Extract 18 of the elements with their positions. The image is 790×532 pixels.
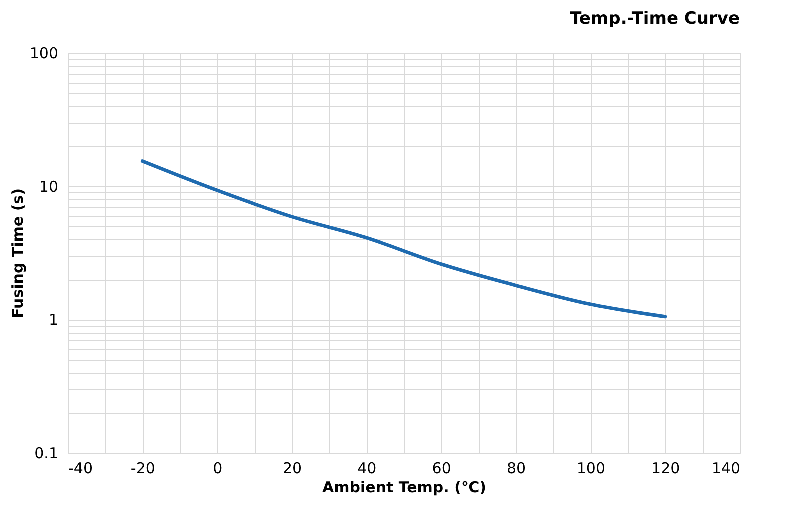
x-tick-label: 20 [282, 460, 302, 478]
y-axis-title: Fusing Time (s) [8, 188, 27, 318]
x-tick-label: 60 [432, 460, 452, 478]
x-tick-label: 80 [506, 460, 526, 478]
y-tick-label: 10 [39, 178, 58, 196]
x-tick-label: 40 [358, 460, 377, 478]
x-tick-label: -20 [130, 460, 156, 478]
y-tick-label: 1 [48, 311, 58, 330]
x-tick-label: 140 [712, 460, 740, 478]
x-tick-label: 120 [652, 460, 680, 478]
line-series [140, 160, 668, 319]
y-tick-label: 0.1 [34, 444, 58, 462]
x-tick-label: -40 [68, 460, 93, 478]
x-tick-label: 100 [576, 460, 606, 478]
y-tick-label: 100 [30, 44, 58, 62]
x-tick-label: 0 [213, 460, 223, 478]
chart-title: Temp.-Time Curve [570, 9, 740, 29]
x-axis-title: Ambient Temp. (℃) [322, 478, 486, 496]
